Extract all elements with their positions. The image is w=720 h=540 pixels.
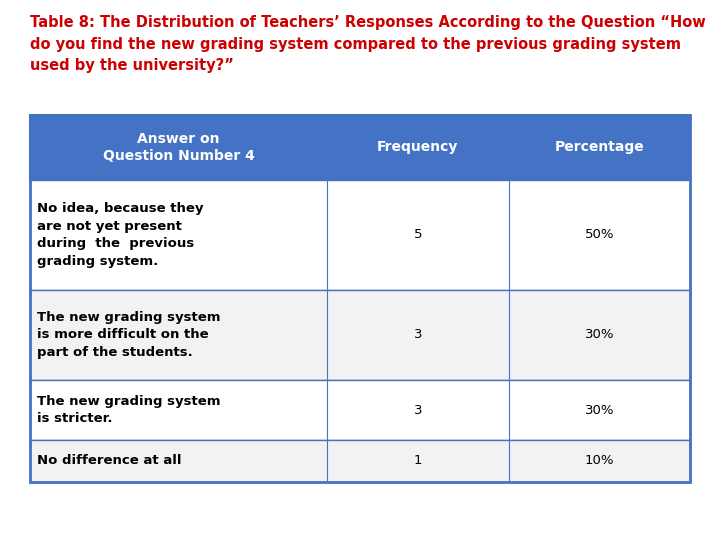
Text: 30%: 30% xyxy=(585,328,614,341)
Text: The new grading system
is stricter.: The new grading system is stricter. xyxy=(37,395,220,426)
Bar xyxy=(30,115,690,180)
Text: 3: 3 xyxy=(413,328,422,341)
Bar xyxy=(30,290,690,380)
Bar xyxy=(30,180,690,290)
Text: Percentage: Percentage xyxy=(554,140,644,154)
Bar xyxy=(30,380,690,440)
Text: Frequency: Frequency xyxy=(377,140,459,154)
Text: The new grading system
is more difficult on the
part of the students.: The new grading system is more difficult… xyxy=(37,311,220,359)
Text: 1: 1 xyxy=(413,455,422,468)
Text: 5: 5 xyxy=(413,228,422,241)
Text: No difference at all: No difference at all xyxy=(37,455,181,468)
Text: Answer on
Question Number 4: Answer on Question Number 4 xyxy=(102,132,254,164)
Text: 30%: 30% xyxy=(585,403,614,416)
Text: 10%: 10% xyxy=(585,455,614,468)
Bar xyxy=(30,115,690,482)
Bar xyxy=(30,440,690,482)
Text: 50%: 50% xyxy=(585,228,614,241)
Text: No idea, because they
are not yet present
during  the  previous
grading system.: No idea, because they are not yet presen… xyxy=(37,202,204,268)
Text: 3: 3 xyxy=(413,403,422,416)
Text: Table 8: The Distribution of Teachers’ Responses According to the Question “How
: Table 8: The Distribution of Teachers’ R… xyxy=(30,15,706,73)
